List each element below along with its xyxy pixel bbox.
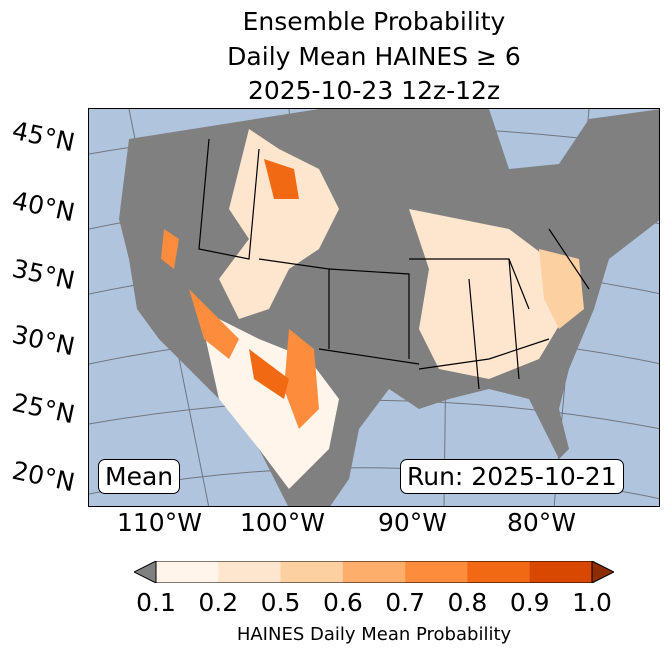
title-line1: Ensemble Probability	[242, 7, 506, 36]
colorbar-segment	[280, 561, 344, 583]
colorbar-outline	[155, 561, 593, 583]
lon-label-110: 110°W	[117, 508, 202, 537]
colorbar-segment	[342, 561, 406, 583]
colorbar-over-arrow	[591, 561, 614, 583]
colorbar-under-arrow	[134, 561, 157, 583]
colorbar-tick-label: 1.0	[572, 588, 612, 617]
probability-fill	[161, 129, 584, 489]
lon-label-100: 100°W	[240, 508, 325, 537]
title-line2: Daily Mean HAINES ≥ 6	[227, 42, 521, 71]
colorbar	[134, 561, 614, 583]
lon-label-90: 90°W	[378, 508, 448, 537]
run-date-box: Run: 2025-10-21	[400, 459, 624, 494]
lat-label-35: 35°N	[9, 253, 78, 296]
colorbar-segment	[156, 561, 219, 583]
colorbar-segment	[218, 561, 282, 583]
lat-label-40: 40°N	[9, 185, 78, 228]
state-borders	[198, 138, 590, 390]
lat-label-25: 25°N	[9, 387, 78, 430]
colorbar-tick-label: 0.5	[260, 588, 301, 617]
colorbar-tick-label: 0.6	[322, 588, 363, 617]
lat-label-20: 20°N	[9, 455, 78, 498]
colorbar-tick-label: 0.2	[198, 588, 239, 617]
title-line3: 2025-10-23 12z-12z	[247, 76, 501, 105]
colorbar-tick-label: 0.1	[136, 588, 176, 617]
colorbar-segment	[467, 561, 531, 583]
mean-label-box: Mean	[98, 459, 181, 494]
lat-label-30: 30°N	[9, 319, 78, 362]
lat-label-45: 45°N	[9, 115, 78, 158]
colorbar-tick-label: 0.8	[447, 588, 488, 617]
colorbar-tick-label: 0.7	[385, 588, 426, 617]
colorbar-segment	[529, 561, 593, 583]
lon-label-80: 80°W	[507, 508, 577, 537]
colorbar-tick-label: 0.9	[509, 588, 550, 617]
colorbar-label: HAINES Daily Mean Probability	[236, 624, 512, 645]
colorbar-segment	[405, 561, 468, 583]
probability-map	[88, 108, 660, 507]
